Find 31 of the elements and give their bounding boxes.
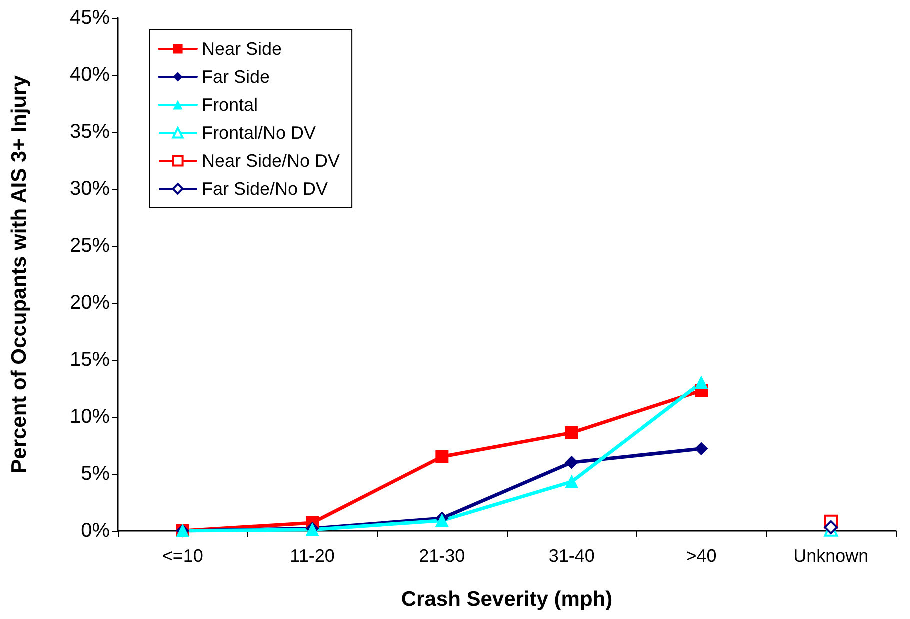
legend-label: Near Side [202, 39, 282, 59]
y-tick-label: 35% [70, 121, 110, 143]
y-tick-label: 0% [81, 520, 110, 542]
legend-label: Far Side/No DV [202, 179, 328, 199]
legend-label: Far Side [202, 67, 270, 87]
x-tick-label: 21-30 [419, 546, 466, 566]
y-tick-label: 45% [70, 7, 110, 29]
y-axis-title: Percent of Occupants with AIS 3+ Injury [8, 75, 31, 474]
x-tick-label: >40 [686, 546, 717, 566]
legend-label: Near Side/No DV [202, 151, 340, 171]
y-tick-label: 20% [70, 292, 110, 314]
point [565, 475, 578, 488]
x-axis-title: Crash Severity (mph) [401, 588, 613, 611]
x-tick-label: 31-40 [548, 546, 595, 566]
y-tick-label: 40% [70, 64, 110, 86]
legend-label: Frontal/No DV [202, 123, 316, 143]
x-tick-label: 11-20 [290, 546, 335, 566]
point [695, 376, 708, 390]
legend-label: Frontal [202, 95, 258, 115]
point [436, 514, 449, 528]
point [695, 442, 708, 456]
x-tick-label: <=10 [162, 546, 204, 566]
y-tick-label: 25% [70, 235, 110, 257]
y-tick-label: 5% [81, 463, 110, 485]
y-tick-label: 10% [70, 406, 110, 428]
point [565, 456, 578, 470]
y-tick-label: 15% [70, 349, 110, 371]
point [565, 426, 578, 440]
y-tick-label: 30% [70, 178, 110, 200]
point [436, 450, 449, 464]
x-tick-label: Unknown [794, 546, 869, 566]
